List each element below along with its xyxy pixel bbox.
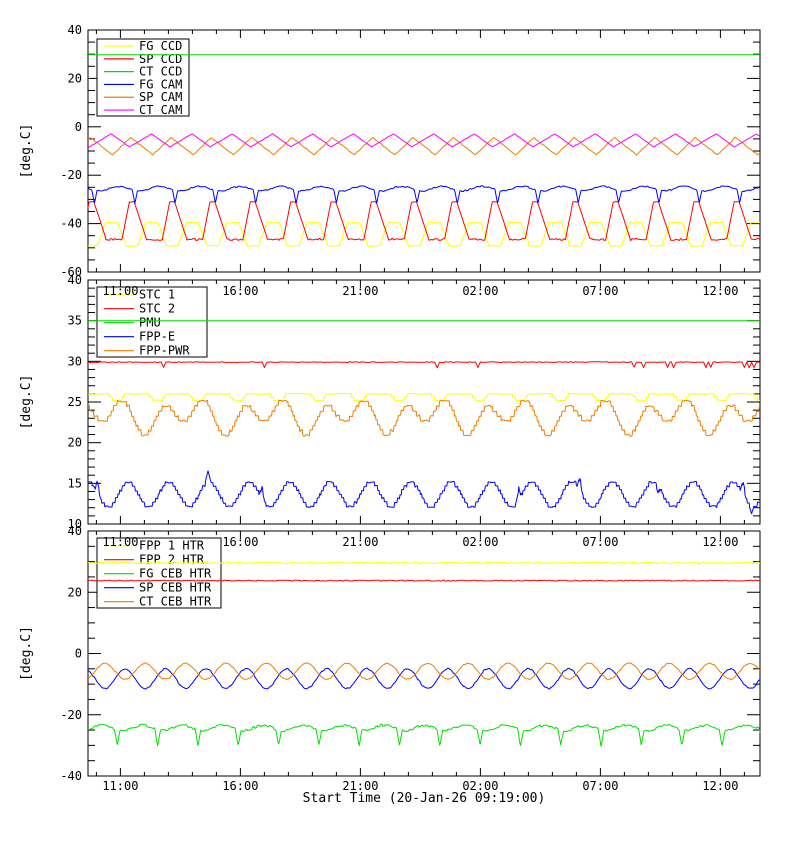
x-tick-label: 21:00 (342, 535, 378, 549)
x-tick-label: 02:00 (462, 284, 498, 298)
x-tick-label: 16:00 (222, 535, 258, 549)
legend-label-stc-2: STC 2 (139, 302, 175, 316)
x-tick-label: 12:00 (702, 779, 738, 793)
y-tick-label: 0 (75, 647, 82, 661)
series-fpp-pwr (88, 399, 760, 437)
y-tick-label: 20 (68, 71, 82, 85)
y-axis-label: [deg.C] (19, 626, 34, 681)
y-tick-label: 25 (68, 395, 82, 409)
x-tick-label: 07:00 (582, 779, 618, 793)
series-fg-ceb-htr (87, 723, 761, 747)
y-axis-label: [deg.C] (19, 124, 34, 179)
y-axis-label: [deg.C] (19, 375, 34, 430)
series-layer (87, 54, 761, 747)
y-tick-label: 40 (68, 23, 82, 37)
panel-heater-temperatures: -40 -20 0 20 40 [deg.C] (19, 524, 761, 783)
x-tick-label: 11:00 (102, 284, 138, 298)
x-axis-title: Start Time (20-Jan-26 09:19:00) (303, 791, 546, 806)
legend-label-fpp-e: FPP-E (139, 330, 175, 344)
legend-label-sp-cam: SP CAM (139, 90, 182, 104)
y-tick-label: -20 (60, 708, 82, 722)
legend-label-stc-1: STC 1 (139, 288, 175, 302)
panel-ccd-cam-temperatures: -60 -40 -20 0 20 40 [deg.C] (19, 23, 761, 279)
legend-label-ct-ceb-htr: CT CEB HTR (139, 595, 212, 609)
series-fpp-1-htr (88, 561, 760, 564)
legend-label-ct-ccd: CT CCD (139, 65, 182, 79)
legend-label-sp-ccd: SP CCD (139, 52, 182, 66)
y-tick-label: 40 (68, 273, 82, 287)
legend-label-fg-cam: FG CAM (139, 77, 182, 91)
series-sp-ccd (87, 201, 761, 241)
y-tick-label: 35 (68, 314, 82, 328)
x-tick-label: 02:00 (462, 779, 498, 793)
y-tick-label: -60 (60, 265, 82, 279)
legend-box (96, 537, 222, 609)
legend-label-ct-cam: CT CAM (139, 103, 182, 117)
legend-box (96, 286, 208, 358)
y-tick-label: 20 (68, 436, 82, 450)
series-fpp-e (88, 470, 760, 515)
series-sp-ceb-htr (87, 667, 761, 690)
x-tick-label: 16:00 (222, 779, 258, 793)
legend-label-fpp-2-htr: FPP 2 HTR (139, 553, 205, 567)
y-tick-label: 15 (68, 476, 82, 490)
x-tick-label: 16:00 (222, 284, 258, 298)
series-fg-ccd (88, 221, 760, 247)
axis-label-layer: 11:00 16:00 21:00 02:00 07:00 12:00 11:00 16:00… (102, 284, 738, 793)
y-tick-label: 10 (68, 517, 82, 531)
x-tick-label: 21:00 (342, 284, 378, 298)
y-tick-label: 30 (68, 354, 82, 368)
legend-box (96, 38, 190, 117)
x-tick-label: 21:00 (342, 779, 378, 793)
legend-label-sp-ceb-htr: SP CEB HTR (139, 581, 212, 595)
legend-label-fpp-pwr: FPP-PWR (139, 344, 190, 358)
series-fg-cam (87, 185, 761, 204)
y-tick-label: 40 (68, 524, 82, 538)
series-ct-cam (87, 133, 761, 148)
y-tick-label: -40 (60, 217, 82, 231)
series-fpp-2-htr (88, 579, 760, 582)
legend-label-fg-ceb-htr: FG CEB HTR (139, 567, 212, 581)
x-tick-label: 12:00 (702, 284, 738, 298)
series-stc-2 (88, 361, 760, 369)
y-tick-label: 0 (75, 120, 82, 134)
y-tick-label: -20 (60, 168, 82, 182)
legend-label-fpp-1-htr: FPP 1 HTR (139, 539, 205, 553)
x-tick-label: 11:00 (102, 779, 138, 793)
x-tick-label: 07:00 (582, 284, 618, 298)
x-tick-label: 11:00 (102, 535, 138, 549)
axes-layer: -60 -40 -20 0 20 40 [deg.C] 10 15 20 25 30 35 40 [deg.… (19, 23, 761, 783)
series-sp-cam (87, 136, 761, 156)
y-tick-label: 20 (68, 585, 82, 599)
legend-label-pmu: PMU (139, 316, 161, 330)
y-tick-label: -40 (60, 769, 82, 783)
series-ct-ceb-htr (87, 662, 761, 681)
panel-electronics-temperatures: 10 15 20 25 30 35 40 [deg.C] (19, 273, 761, 531)
x-tick-label: 12:00 (702, 535, 738, 549)
x-tick-label: 07:00 (582, 535, 618, 549)
legend-label-fg-ccd: FG CCD (139, 39, 182, 53)
series-stc-1 (88, 393, 760, 402)
x-tick-label: 02:00 (462, 535, 498, 549)
